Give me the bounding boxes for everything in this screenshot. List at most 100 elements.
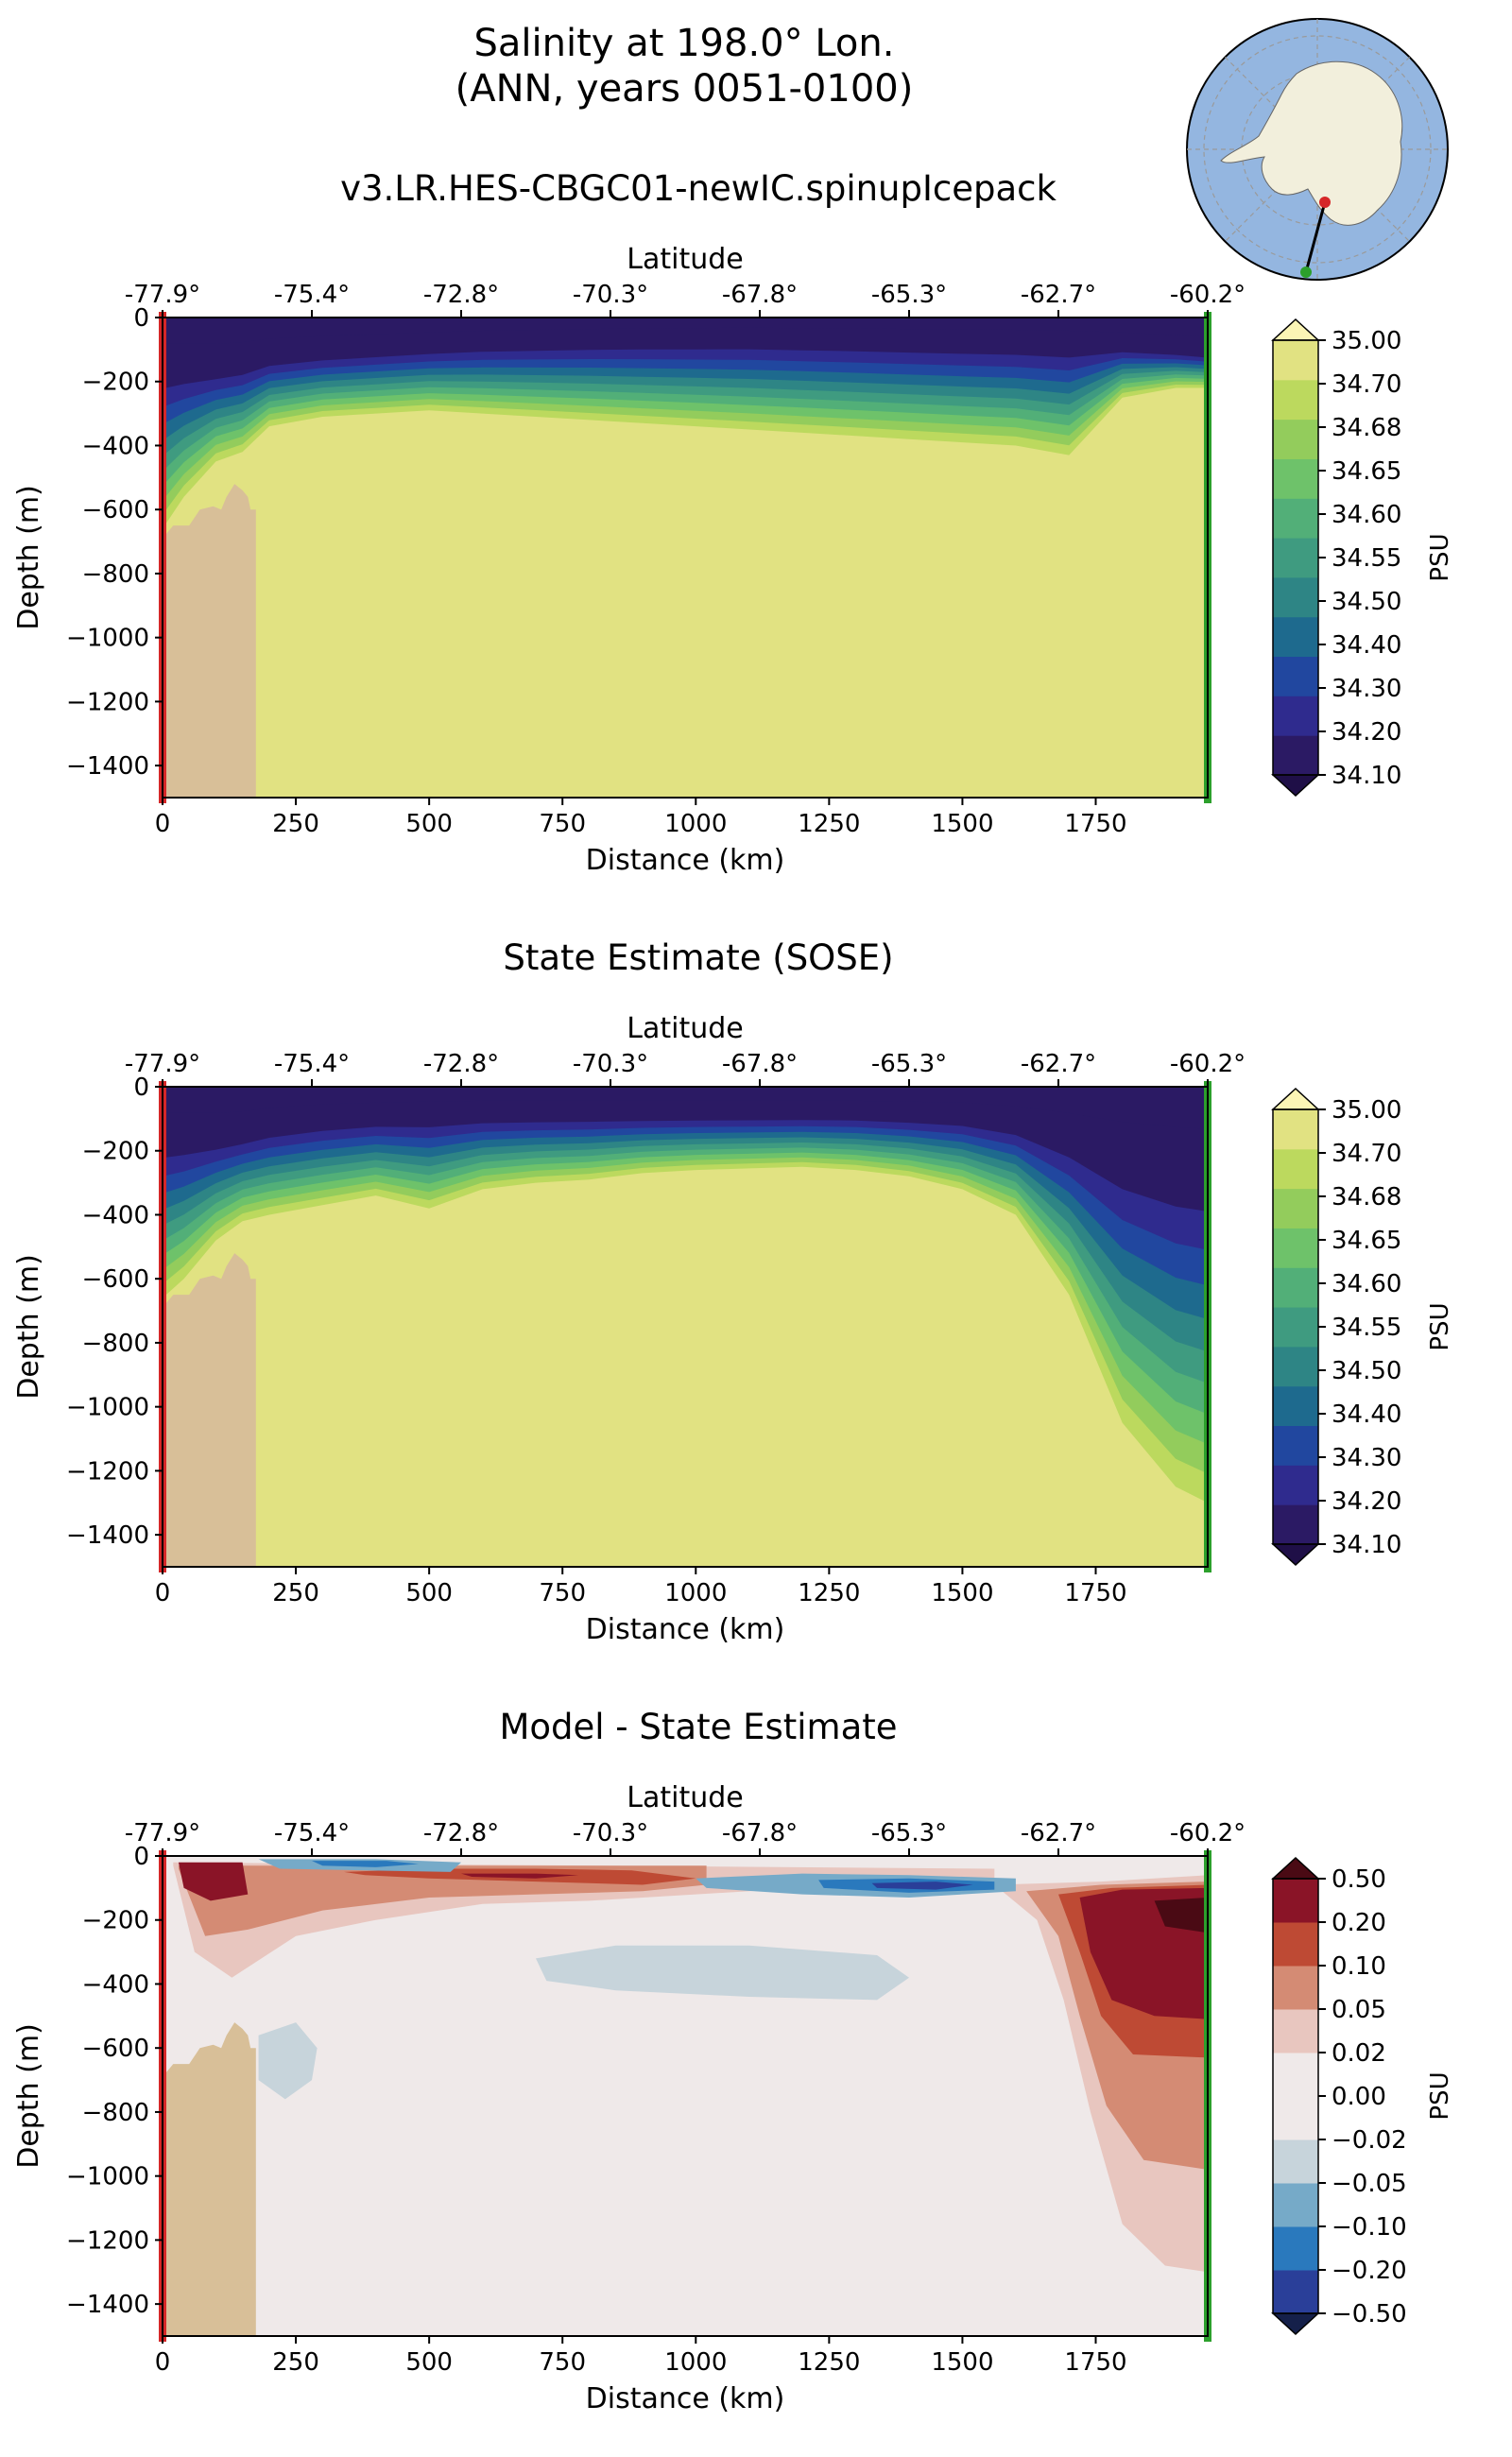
colorbar-tick-label: 34.40 — [1332, 1400, 1401, 1429]
lat-tick-label: -67.8° — [722, 281, 798, 309]
x-tick-label: 0 — [155, 2348, 171, 2377]
y-tick-label: −1200 — [66, 2226, 149, 2255]
colorbar-tick-label: 34.65 — [1332, 457, 1401, 486]
colorbar-segment — [1273, 616, 1318, 658]
colorbar-segment — [1273, 2270, 1318, 2314]
salinity-band-surface — [163, 318, 1208, 344]
x-tick-label: 250 — [272, 810, 319, 838]
colorbar-segment — [1273, 2096, 1318, 2140]
y-tick-label: −800 — [82, 560, 149, 589]
colorbar-segment — [1273, 1109, 1318, 1150]
colorbar-extend-high — [1271, 318, 1320, 341]
colorbar-tick-label: 34.10 — [1332, 1531, 1401, 1559]
colorbar-tick-label: −0.02 — [1332, 2126, 1407, 2155]
salinity-band — [163, 1087, 1208, 1250]
colorbar-segment — [1273, 498, 1318, 539]
x-tick-label: 1250 — [798, 1579, 860, 1607]
colorbar-tick-label: 0.00 — [1332, 2083, 1386, 2111]
x-tick-label: 1250 — [798, 2348, 860, 2377]
x-axis-label: Distance (km) — [586, 2382, 785, 2415]
lat-tick-label: -65.3° — [871, 1819, 947, 1847]
lat-tick-label: -67.8° — [722, 1050, 798, 1078]
colorbar-tick-label: 35.00 — [1332, 327, 1401, 355]
y-tick-label: −400 — [82, 1970, 149, 1999]
colorbar-tick-label: −0.10 — [1332, 2213, 1407, 2242]
colorbar-label: PSU — [1426, 533, 1454, 581]
colorbar-tick-label: −0.20 — [1332, 2257, 1407, 2285]
colorbar-tick-label: 34.30 — [1332, 1444, 1401, 1472]
figure-title: Salinity at 198.0° Lon. (ANN, years 0051… — [0, 21, 1368, 112]
figure-title-line2: (ANN, years 0051-0100) — [455, 67, 914, 111]
lat-tick-label: -65.3° — [871, 1050, 947, 1078]
colorbar-extend-low — [1271, 774, 1320, 798]
x-axis-label: Distance (km) — [586, 844, 785, 877]
colorbar-tick-label: 34.60 — [1332, 501, 1401, 529]
y-tick-label: −400 — [82, 1201, 149, 1229]
y-tick-label: −400 — [82, 432, 149, 460]
y-tick-label: −1400 — [66, 2291, 149, 2319]
colorbar-segment — [1273, 2226, 1318, 2271]
y-tick-label: −1400 — [66, 1521, 149, 1550]
lat-tick-label: -72.8° — [423, 1819, 499, 1847]
y-tick-label: −200 — [82, 1907, 149, 1935]
colorbar-tick-label: 34.40 — [1332, 631, 1401, 660]
y-tick-label: −600 — [82, 1265, 149, 1294]
colorbar-tick-label: 34.68 — [1332, 414, 1401, 442]
colorbar-segment — [1273, 1504, 1318, 1545]
x-tick-label: 750 — [539, 1579, 586, 1607]
colorbar-tick-label: −0.05 — [1332, 2170, 1407, 2198]
colorbar-segment — [1273, 1425, 1318, 1466]
colorbar-segment — [1273, 576, 1318, 618]
panel1-title: v3.LR.HES-CBGC01-newIC.spinupIcepack — [340, 168, 1057, 209]
y-tick-label: −200 — [82, 369, 149, 397]
y-tick-label: −1000 — [66, 1394, 149, 1422]
anomaly-neg-surface-core — [312, 1861, 419, 1867]
colorbar-tick-label: 34.68 — [1332, 1183, 1401, 1211]
colorbar-segment — [1273, 1267, 1318, 1308]
map-antarctica-land — [1220, 60, 1403, 226]
colorbar-segment — [1273, 379, 1318, 421]
x-tick-label: 1250 — [798, 810, 860, 838]
y-tick-label: −1000 — [66, 2163, 149, 2191]
colorbar: 34.10 34.20 34.30 34.40 34.50 34.55 34.60 34.65… — [1271, 1087, 1454, 1567]
colorbar-segment — [1273, 419, 1318, 459]
colorbar-segment — [1273, 696, 1318, 736]
colorbar-tick-label: 0.05 — [1332, 1996, 1386, 2024]
salinity-band — [163, 1087, 1208, 1211]
colorbar-tick-label: 34.55 — [1332, 544, 1401, 573]
colorbar-segment — [1273, 1385, 1318, 1427]
lat-tick-label: -60.2° — [1170, 1819, 1246, 1847]
lat-axis-label: Latitude — [627, 1012, 743, 1045]
colorbar-tick-label: −0.50 — [1332, 2300, 1407, 2328]
colorbar-segment — [1273, 1307, 1318, 1348]
colorbar-tick-label: 34.50 — [1332, 1357, 1401, 1385]
x-tick-label: 250 — [272, 1579, 319, 1607]
lat-tick-label: -75.4° — [274, 281, 350, 309]
x-tick-label: 750 — [539, 2348, 586, 2377]
lat-tick-label: -75.4° — [274, 1050, 350, 1078]
panel3-title: Model - State Estimate — [499, 1707, 898, 1747]
anomaly-neg-shelfbreak — [258, 2022, 318, 2100]
y-tick-label: −1200 — [66, 1457, 149, 1486]
colorbar-tick-label: 0.50 — [1332, 1865, 1386, 1894]
diff-bg — [163, 1856, 1208, 2336]
map-end-marker — [1300, 266, 1312, 278]
colorbar-segment — [1273, 1188, 1318, 1228]
lat-tick-label: -65.3° — [871, 281, 947, 309]
colorbar-segment — [1273, 1966, 1318, 2010]
colorbar-tick-label: 34.55 — [1332, 1314, 1401, 1342]
panel-3: 0 250 500 750 1000 1250 1500 1750 Distance (km) 0… — [12, 1781, 1454, 2415]
x-tick-label: 1000 — [664, 1579, 727, 1607]
y-tick-label: 0 — [133, 304, 149, 333]
panel2-title: State Estimate (SOSE) — [503, 937, 894, 978]
salinity-field — [163, 1087, 1208, 1567]
lat-tick-label: -72.8° — [423, 281, 499, 309]
seafloor-mask — [163, 484, 256, 798]
panel-2: 0 250 500 750 1000 1250 1500 1750 Distance (km) 0… — [12, 1012, 1454, 1646]
figure-title-line1: Salinity at 198.0° Lon. — [473, 22, 895, 65]
map-inset — [1186, 18, 1449, 281]
colorbar-tick-label: 34.20 — [1332, 1487, 1401, 1516]
colorbar-extend-high — [1271, 1087, 1320, 1110]
lat-tick-label: -62.7° — [1021, 1819, 1096, 1847]
salinity-field — [163, 1856, 1208, 2336]
